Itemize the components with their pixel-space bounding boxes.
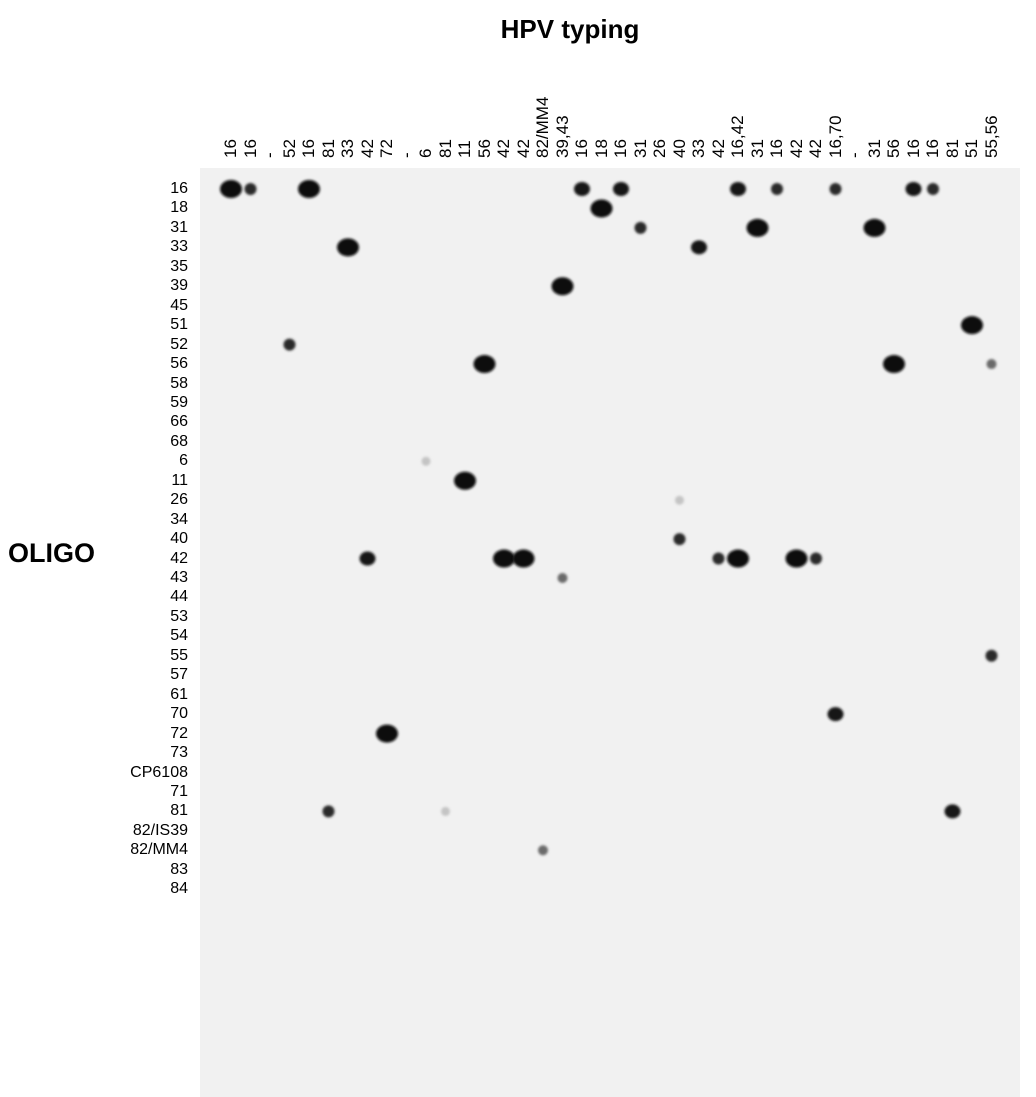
column-label: 16 [299, 139, 318, 158]
row-label: 83 [170, 860, 188, 878]
column-label: 55,56 [981, 115, 1001, 158]
column-label: 31 [864, 139, 884, 158]
column-label: 40 [669, 139, 689, 158]
column-label: 11 [455, 140, 474, 158]
column-label: 26 [650, 139, 669, 158]
row-label: 43 [170, 569, 188, 586]
row-label: 42 [170, 549, 188, 567]
row-label: 66 [170, 413, 188, 431]
row-label: 35 [170, 257, 188, 275]
row-label: 84 [170, 880, 188, 898]
row-label: 34 [170, 510, 188, 528]
column-label: - [845, 152, 864, 158]
row-label: 31 [170, 218, 188, 236]
row-label: 11 [171, 471, 188, 489]
column-label: - [396, 152, 416, 158]
column-label: 33 [689, 139, 708, 158]
column-label: 16 [767, 139, 786, 158]
row-label: 56 [170, 355, 188, 373]
column-label: 16 [923, 139, 942, 158]
row-label: 61 [170, 685, 188, 703]
row-label: 39 [170, 277, 188, 295]
row-label: 53 [170, 607, 188, 625]
row-label: 82/MM4 [130, 841, 188, 859]
row-label: 51 [170, 316, 188, 334]
row-label: 58 [170, 374, 188, 392]
row-label: 73 [170, 744, 188, 762]
column-label: 16 [221, 139, 240, 158]
column-label: 16 [611, 139, 630, 158]
row-label: 72 [170, 724, 188, 742]
row-label: 54 [170, 627, 188, 645]
column-label: 16 [572, 139, 591, 158]
row-label: 16 [170, 180, 188, 197]
row-label: 26 [170, 491, 188, 509]
column-label: 56 [884, 139, 903, 158]
column-label: 16,70 [825, 115, 845, 158]
row-label: 18 [170, 199, 188, 217]
column-label: 72 [377, 139, 396, 158]
column-label: 39,43 [552, 115, 572, 158]
column-label: 81 [318, 139, 338, 158]
column-label: 42 [806, 139, 825, 158]
blot-membrane [200, 168, 1020, 1097]
column-label: 81 [942, 139, 962, 158]
row-label: 68 [170, 432, 188, 450]
row-label: 6 [179, 452, 188, 470]
row-label: 59 [170, 393, 188, 411]
row-label: 45 [170, 296, 188, 314]
column-label: 33 [338, 139, 357, 158]
row-label: 52 [170, 335, 188, 353]
row-label: 44 [170, 588, 188, 606]
column-label: 18 [591, 139, 611, 158]
column-label: 56 [474, 139, 494, 158]
row-label: 33 [170, 238, 188, 256]
column-label: 42 [357, 139, 377, 158]
column-label: 42 [513, 139, 533, 158]
row-label: 55 [170, 646, 188, 664]
column-label: 6 [416, 148, 435, 158]
column-label: - [260, 152, 279, 158]
row-label: CP6108 [130, 763, 188, 781]
column-label: 81 [435, 139, 455, 158]
row-label: 82/IS39 [132, 821, 188, 839]
column-label: 16,42 [728, 115, 747, 158]
column-label: 42 [494, 139, 513, 158]
row-label: 81 [170, 802, 188, 820]
row-label: 71 [170, 782, 188, 800]
row-label: 70 [170, 705, 188, 723]
column-label: 42 [786, 139, 806, 158]
column-label: 31 [747, 139, 767, 158]
column-label: 82/MM4 [533, 96, 552, 158]
row-label: 40 [170, 530, 188, 548]
row-label: 57 [170, 666, 188, 684]
row-axis-label: OLIGO [8, 538, 95, 568]
column-label: 42 [708, 139, 728, 158]
column-label: 52 [279, 139, 299, 158]
column-label: 31 [630, 139, 650, 158]
column-label: 51 [962, 139, 981, 158]
figure-title: HPV typing [500, 14, 640, 44]
column-label: 16 [903, 139, 923, 158]
column-label: 16 [240, 139, 260, 158]
